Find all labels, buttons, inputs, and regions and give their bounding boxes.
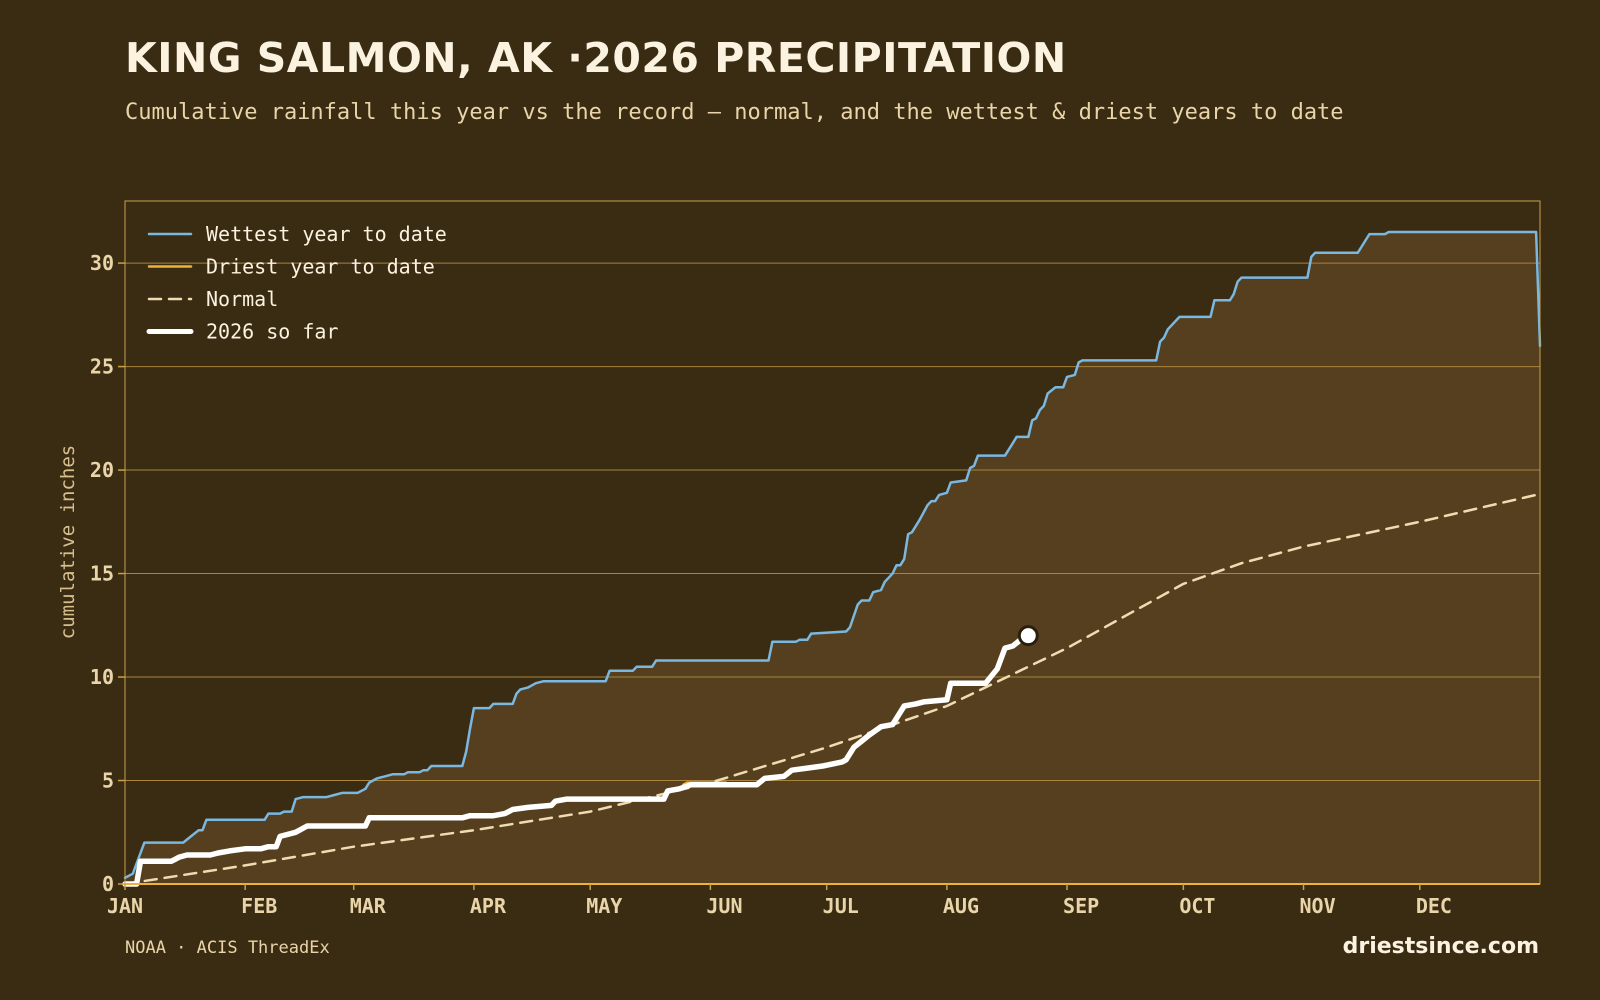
y-tick-label-0: 0 <box>102 872 114 896</box>
x-tick-label-jul: JUL <box>823 894 859 918</box>
current-day-marker <box>1017 625 1039 647</box>
x-tick-label-jun: JUN <box>706 894 742 918</box>
x-tick-label-jan: JAN <box>107 894 143 918</box>
x-tick-label-aug: AUG <box>943 894 979 918</box>
y-tick-label-15: 15 <box>90 562 114 586</box>
legend-wettest-label: Wettest year to date <box>206 222 447 246</box>
x-tick-label-mar: MAR <box>350 894 387 918</box>
legend-normal-label: Normal <box>206 287 278 311</box>
x-tick-label-nov: NOV <box>1300 894 1336 918</box>
brand-link[interactable]: driestsince.com <box>1342 934 1539 959</box>
legend-driest-label: Driest year to date <box>206 255 435 279</box>
wettest-fill-area <box>125 232 1540 884</box>
y-tick-label-30: 30 <box>90 251 114 275</box>
x-tick-label-sep: SEP <box>1063 894 1099 918</box>
series-2026-line <box>122 632 1032 887</box>
y-tick-label-10: 10 <box>90 665 114 689</box>
source-credit: NOAA · ACIS ThreadEx <box>125 938 330 958</box>
x-tick-label-feb: FEB <box>241 894 277 918</box>
series-wettest-line <box>123 230 1542 880</box>
x-tick-label-may: MAY <box>586 894 622 918</box>
chart-title: KING SALMON, AK ·2026 PRECIPITATION <box>125 34 1067 82</box>
x-tick-label-apr: APR <box>470 894 507 918</box>
x-tick-label-dec: DEC <box>1416 894 1452 918</box>
y-axis-label: cumulative inches <box>57 445 79 639</box>
y-tick-label-5: 5 <box>102 769 114 793</box>
series-normal-line <box>123 493 1542 886</box>
y-tick-label-25: 25 <box>90 355 114 379</box>
y-tick-label-20: 20 <box>90 458 114 482</box>
x-tick-label-oct: OCT <box>1179 894 1215 918</box>
chart-subtitle: Cumulative rainfall this year vs the rec… <box>125 100 1344 125</box>
legend-2026-label: 2026 so far <box>206 320 338 344</box>
